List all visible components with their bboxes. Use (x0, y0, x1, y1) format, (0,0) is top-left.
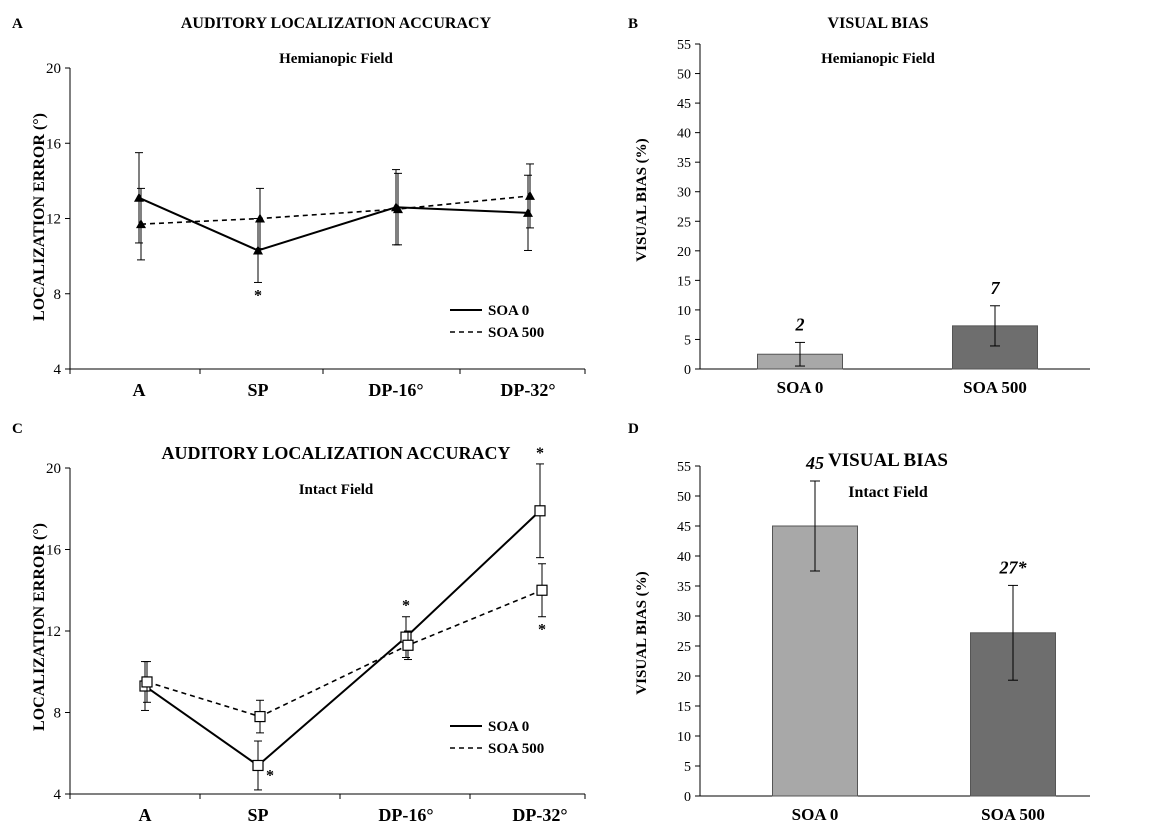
panel-c-legend-label: SOA 0 (488, 719, 529, 735)
panel-a-data-point (253, 245, 263, 255)
panel-c-data-point (254, 710, 266, 723)
panel-c-ytick-label: 16 (46, 543, 62, 559)
panel-b-data-label: 2 (795, 314, 805, 334)
panel-a-legend-label: SOA 500 (488, 325, 544, 341)
panel-a-category-label: DP-32° (500, 380, 555, 400)
panel-a-ytick-label: 4 (54, 362, 62, 378)
panel-c-category-label: SP (247, 805, 268, 825)
panel-c-data-point (534, 505, 546, 517)
panel-c-significance-star: * (266, 767, 274, 784)
panel-d-ytick-label: 30 (677, 610, 691, 625)
panel-c-ylabel: LOCALIZATION ERROR (°) (31, 523, 48, 731)
panel-d-ytick-label: 5 (684, 760, 691, 775)
panel-d-ytick-label: 45 (677, 520, 691, 535)
panel-c-significance-star: * (402, 598, 410, 615)
panel-b-ytick-label: 30 (677, 186, 691, 201)
panel-c-category-label: DP-16° (378, 805, 433, 825)
panel-b-title: VISUAL BIAS (828, 15, 929, 32)
panel-a-data-point (393, 204, 403, 214)
panel-b-ytick-label: 25 (677, 215, 691, 230)
panel-b-ytick-label: 15 (677, 274, 691, 289)
panel-b-ytick-label: 45 (677, 97, 691, 112)
panel-d-category-label: SOA 500 (981, 805, 1045, 824)
panel-b-category-label: SOA 500 (963, 378, 1027, 397)
panel-d-title: VISUAL BIAS (828, 450, 948, 471)
panel-c-data-point (141, 676, 153, 688)
panel-a-data-point (255, 213, 265, 223)
panel-b-ytick-label: 10 (677, 304, 691, 319)
panel-a-title: AUDITORY LOCALIZATION ACCURACY (181, 15, 492, 32)
panel-c-letter: C (12, 421, 23, 437)
panel-c-significance-star: * (538, 622, 546, 639)
panel-b-ytick-label: 0 (684, 363, 691, 378)
panel-c-ytick-label: 20 (46, 461, 61, 477)
panel-a-data-point (525, 190, 535, 200)
panel-a-subtitle: Hemianopic Field (279, 51, 393, 67)
panel-d-letter: D (628, 421, 639, 437)
panel-c-ytick-label: 4 (54, 787, 62, 803)
panel-b-category-label: SOA 0 (777, 378, 824, 397)
panel-d-ytick-label: 40 (677, 550, 691, 565)
panel-d-ytick-label: 35 (677, 580, 691, 595)
panel-a-significance-star: * (254, 287, 262, 304)
panel-c-subtitle: Intact Field (299, 482, 374, 498)
panel-a-category-label: SP (247, 380, 268, 400)
panel-d-ytick-label: 0 (684, 790, 691, 805)
panel-c-series-line-soa-0 (144, 510, 541, 767)
panel-a-series-line-soa-0 (138, 196, 529, 252)
panel-a-category-label: DP-16° (368, 380, 423, 400)
panel-c-series-line-soa-500 (146, 589, 543, 718)
panel-d-ytick-label: 55 (677, 460, 691, 475)
panel-a-ytick-label: 20 (46, 61, 61, 77)
panel-c-significance-star: * (536, 445, 544, 462)
panel-c-data-point (252, 759, 264, 772)
panel-c-category-label: DP-32° (512, 805, 567, 825)
panel-a-category-label: A (133, 380, 146, 400)
panel-b-data-label: 7 (991, 278, 1001, 298)
panel-d-ylabel: VISUAL BIAS (%) (634, 571, 650, 694)
panel-c-ytick-label: 12 (46, 624, 61, 640)
panel-c-data-point (536, 584, 548, 596)
panel-b-ylabel: VISUAL BIAS (%) (634, 138, 650, 261)
panel-d-subtitle: Intact Field (848, 484, 928, 501)
panel-b-ytick-label: 50 (677, 68, 691, 83)
panel-d-category-label: SOA 0 (792, 805, 839, 824)
panel-b-ytick-label: 35 (677, 156, 691, 171)
panel-c-data-point (402, 639, 414, 651)
panel-b-ytick-label: 20 (677, 245, 691, 260)
panel-b-ytick-label: 55 (677, 38, 691, 53)
panel-a-letter: A (12, 16, 23, 32)
panel-b-ytick-label: 5 (684, 333, 691, 348)
panel-a-ytick-label: 16 (46, 136, 62, 152)
panel-c-title: AUDITORY LOCALIZATION ACCURACY (161, 443, 510, 463)
panel-a-ytick-label: 8 (54, 287, 62, 303)
panel-b-subtitle: Hemianopic Field (821, 51, 935, 67)
panel-c-legend-label: SOA 500 (488, 741, 544, 757)
panel-a-data-point (134, 192, 144, 202)
panel-d-ytick-label: 50 (677, 490, 691, 505)
panel-d-data-label: 27* (999, 557, 1028, 577)
panel-a-ytick-label: 12 (46, 212, 61, 228)
panel-a-data-point (136, 219, 146, 229)
panel-a-ylabel: LOCALIZATION ERROR (°) (31, 113, 48, 321)
panel-d-ytick-label: 15 (677, 700, 691, 715)
panel-d-ytick-label: 25 (677, 640, 691, 655)
panel-c-ytick-label: 8 (54, 706, 62, 722)
panel-a-legend-label: SOA 0 (488, 303, 529, 319)
panel-b-letter: B (628, 16, 638, 32)
panel-d-ytick-label: 10 (677, 730, 691, 745)
panel-d-ytick-label: 20 (677, 670, 691, 685)
panel-d-data-label: 45 (805, 453, 824, 473)
panel-c-category-label: A (139, 805, 152, 825)
panel-b-ytick-label: 40 (677, 127, 691, 142)
